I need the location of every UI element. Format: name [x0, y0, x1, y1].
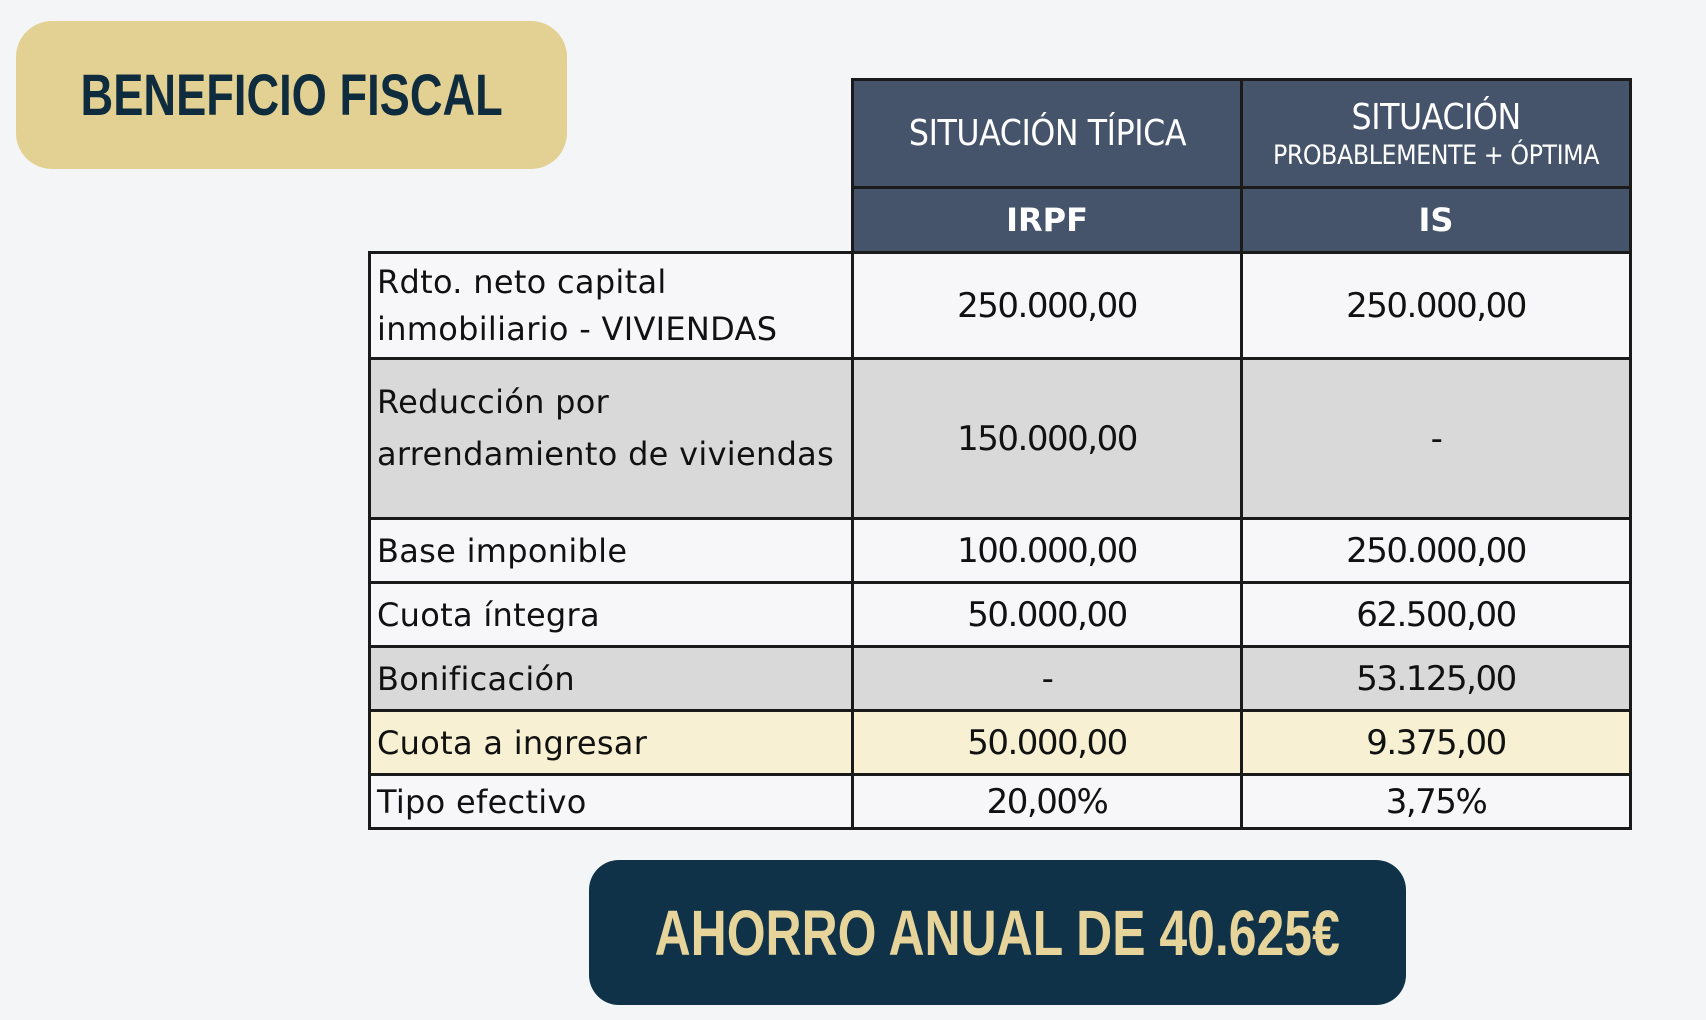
cell-irpf: 250.000,00 — [851, 251, 1243, 360]
cell-is: 250.000,00 — [1240, 251, 1632, 360]
annual-savings-text: AHORRO ANUAL DE 40.625€ — [654, 896, 1341, 969]
column-header-optimal: SITUACIÓN PROBABLEMENTE + ÓPTIMA — [1240, 78, 1632, 189]
table-row: Cuota íntegra 50.000,00 62.500,00 — [368, 581, 1632, 648]
fiscal-comparison-table: SITUACIÓN TÍPICA SITUACIÓN PROBABLEMENTE… — [368, 78, 1632, 830]
table-row: Tipo efectivo 20,00% 3,75% — [368, 773, 1632, 830]
cell-is: 9.375,00 — [1240, 709, 1632, 776]
row-label: Base imponible — [368, 517, 854, 584]
cell-irpf: 150.000,00 — [851, 357, 1243, 520]
cell-is: 250.000,00 — [1240, 517, 1632, 584]
annual-savings-banner: AHORRO ANUAL DE 40.625€ — [589, 860, 1406, 1005]
row-label: Rdto. neto capital inmobiliario - VIVIEN… — [368, 251, 854, 360]
table-row: Bonificación - 53.125,00 — [368, 645, 1632, 712]
table-corner-blank — [369, 79, 853, 254]
column-subheader-irpf: IRPF — [851, 186, 1243, 254]
row-label: Reducción por arrendamiento de viviendas — [368, 357, 854, 520]
row-label: Cuota íntegra — [368, 581, 854, 648]
cell-is: - — [1240, 357, 1632, 520]
cell-is: 3,75% — [1240, 773, 1632, 830]
cell-is: 53.125,00 — [1240, 645, 1632, 712]
row-label: Tipo efectivo — [368, 773, 854, 830]
row-label: Cuota a ingresar — [368, 709, 854, 776]
table-row: Reducción por arrendamiento de viviendas… — [368, 357, 1632, 520]
cell-irpf: 20,00% — [851, 773, 1243, 830]
cell-is: 62.500,00 — [1240, 581, 1632, 648]
cell-irpf: 100.000,00 — [851, 517, 1243, 584]
column-header-typical: SITUACIÓN TÍPICA — [851, 78, 1243, 189]
table-row: Rdto. neto capital inmobiliario - VIVIEN… — [368, 251, 1632, 360]
column-subheader-is: IS — [1240, 186, 1632, 254]
table-row: Base imponible 100.000,00 250.000,00 — [368, 517, 1632, 584]
cell-irpf: 50.000,00 — [851, 581, 1243, 648]
table-row: Cuota a ingresar 50.000,00 9.375,00 — [368, 709, 1632, 776]
cell-irpf: 50.000,00 — [851, 709, 1243, 776]
row-label: Bonificación — [368, 645, 854, 712]
cell-irpf: - — [851, 645, 1243, 712]
